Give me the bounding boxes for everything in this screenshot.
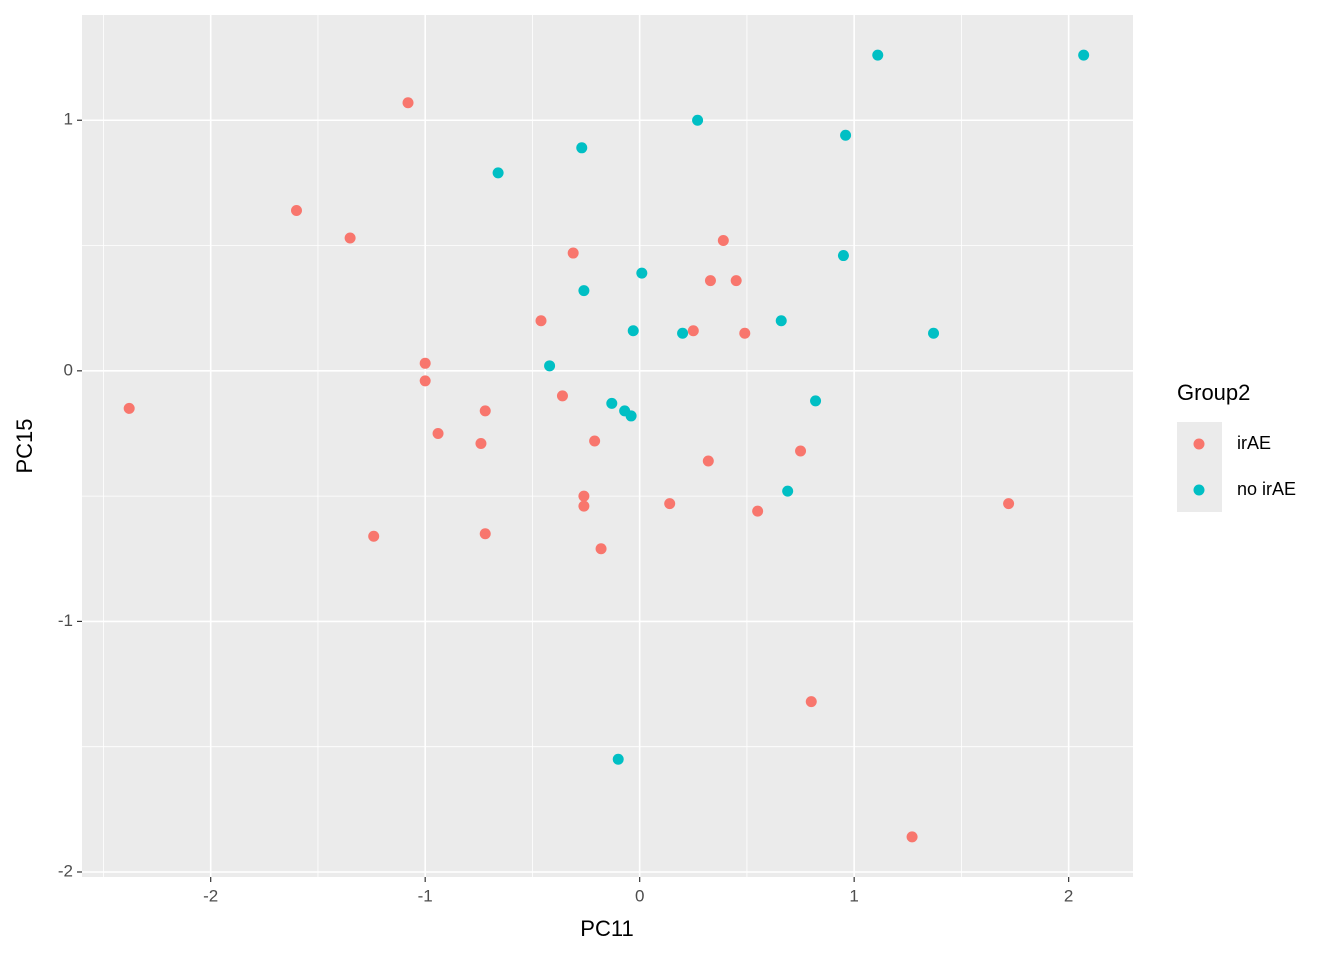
point — [739, 327, 751, 339]
point — [492, 167, 504, 179]
point — [664, 498, 676, 510]
point — [1078, 49, 1090, 61]
point — [636, 267, 648, 279]
point — [840, 129, 852, 141]
point — [702, 455, 714, 467]
y-tick-label: 1 — [64, 110, 73, 129]
point — [627, 325, 639, 337]
point — [730, 275, 742, 287]
legend-label: irAE — [1237, 433, 1271, 453]
point — [692, 114, 704, 126]
point — [432, 427, 444, 439]
point — [344, 232, 356, 244]
point — [795, 445, 807, 457]
point — [810, 395, 822, 407]
point — [535, 315, 547, 327]
point — [625, 410, 637, 422]
x-tick-label: -2 — [203, 886, 218, 905]
point — [567, 247, 579, 259]
point — [704, 275, 716, 287]
y-axis-title: PC15 — [12, 418, 37, 473]
point — [595, 543, 607, 555]
point — [805, 696, 817, 708]
point — [544, 360, 556, 372]
point — [475, 437, 487, 449]
point — [752, 505, 764, 517]
point — [290, 204, 302, 216]
legend-key-background — [1177, 422, 1222, 512]
point — [578, 285, 590, 297]
y-tick-label: -1 — [58, 611, 73, 630]
point — [556, 390, 568, 402]
point — [578, 490, 590, 502]
x-axis-title: PC11 — [580, 916, 633, 941]
point — [419, 357, 431, 369]
point — [576, 142, 588, 154]
point — [606, 397, 618, 409]
point — [419, 375, 431, 387]
y-tick-label: 0 — [64, 360, 73, 379]
point — [578, 500, 590, 512]
point — [368, 530, 380, 542]
panel — [82, 15, 1133, 877]
point — [589, 435, 601, 447]
point — [837, 250, 849, 262]
point — [775, 315, 787, 327]
point — [677, 327, 689, 339]
legend-label: no irAE — [1237, 479, 1296, 499]
point — [479, 528, 491, 540]
point — [872, 49, 884, 61]
point — [123, 402, 135, 414]
point — [928, 327, 940, 339]
point — [906, 831, 918, 843]
legend-marker — [1193, 484, 1205, 496]
point — [782, 485, 794, 497]
x-tick-label: -1 — [418, 886, 433, 905]
point — [612, 753, 624, 765]
x-tick-label: 0 — [635, 886, 644, 905]
x-tick-label: 1 — [849, 886, 858, 905]
legend-title: Group2 — [1177, 380, 1250, 405]
point — [1003, 498, 1015, 510]
point — [402, 97, 414, 109]
x-tick-label: 2 — [1064, 886, 1073, 905]
point — [687, 325, 699, 337]
legend-marker — [1193, 438, 1205, 450]
point — [479, 405, 491, 417]
point — [717, 235, 729, 247]
y-tick-label: -2 — [58, 861, 73, 880]
